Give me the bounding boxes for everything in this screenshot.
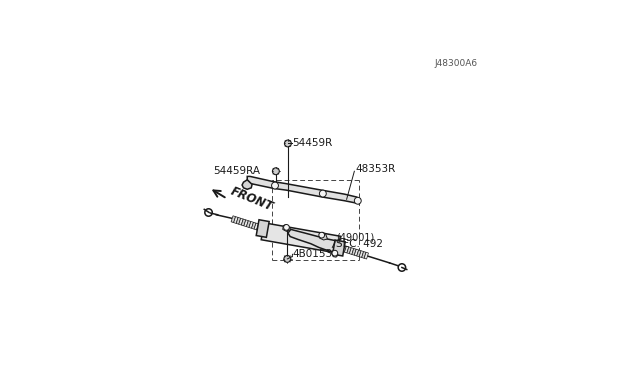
- Polygon shape: [241, 219, 246, 226]
- Polygon shape: [333, 240, 345, 256]
- Polygon shape: [359, 251, 364, 257]
- Text: FRONT: FRONT: [228, 184, 275, 213]
- Circle shape: [271, 182, 278, 189]
- Text: 48353R: 48353R: [355, 164, 396, 174]
- Polygon shape: [347, 247, 351, 254]
- Text: 4B0153: 4B0153: [292, 249, 333, 259]
- Polygon shape: [355, 249, 358, 256]
- Polygon shape: [247, 176, 360, 203]
- Circle shape: [319, 232, 324, 238]
- Polygon shape: [254, 223, 259, 230]
- Text: 54459R: 54459R: [292, 138, 333, 148]
- Polygon shape: [352, 248, 356, 255]
- Polygon shape: [252, 222, 256, 229]
- Polygon shape: [349, 248, 354, 254]
- Circle shape: [284, 256, 291, 262]
- Polygon shape: [239, 218, 243, 225]
- Polygon shape: [344, 246, 349, 253]
- Polygon shape: [288, 230, 340, 251]
- Polygon shape: [332, 251, 338, 257]
- Polygon shape: [356, 250, 361, 257]
- Circle shape: [319, 190, 326, 197]
- Circle shape: [355, 197, 361, 204]
- Polygon shape: [257, 224, 261, 231]
- Polygon shape: [342, 246, 346, 252]
- Polygon shape: [236, 217, 241, 224]
- Polygon shape: [261, 223, 340, 253]
- Polygon shape: [249, 221, 253, 228]
- Polygon shape: [364, 252, 369, 259]
- Polygon shape: [244, 220, 248, 227]
- Polygon shape: [242, 180, 252, 189]
- Polygon shape: [340, 245, 344, 251]
- Text: 54459RA: 54459RA: [213, 166, 260, 176]
- Polygon shape: [337, 244, 341, 251]
- Text: SEC. 492: SEC. 492: [336, 239, 383, 249]
- Circle shape: [273, 168, 279, 175]
- Polygon shape: [256, 220, 269, 237]
- Circle shape: [284, 225, 289, 230]
- Circle shape: [332, 250, 338, 256]
- Polygon shape: [283, 225, 291, 231]
- Circle shape: [284, 140, 291, 147]
- Polygon shape: [246, 221, 251, 228]
- Polygon shape: [231, 216, 236, 222]
- Polygon shape: [319, 232, 328, 240]
- Polygon shape: [259, 225, 264, 231]
- Text: J48300A6: J48300A6: [434, 59, 477, 68]
- Text: (49001): (49001): [336, 233, 374, 243]
- Polygon shape: [234, 217, 238, 224]
- Polygon shape: [362, 251, 366, 258]
